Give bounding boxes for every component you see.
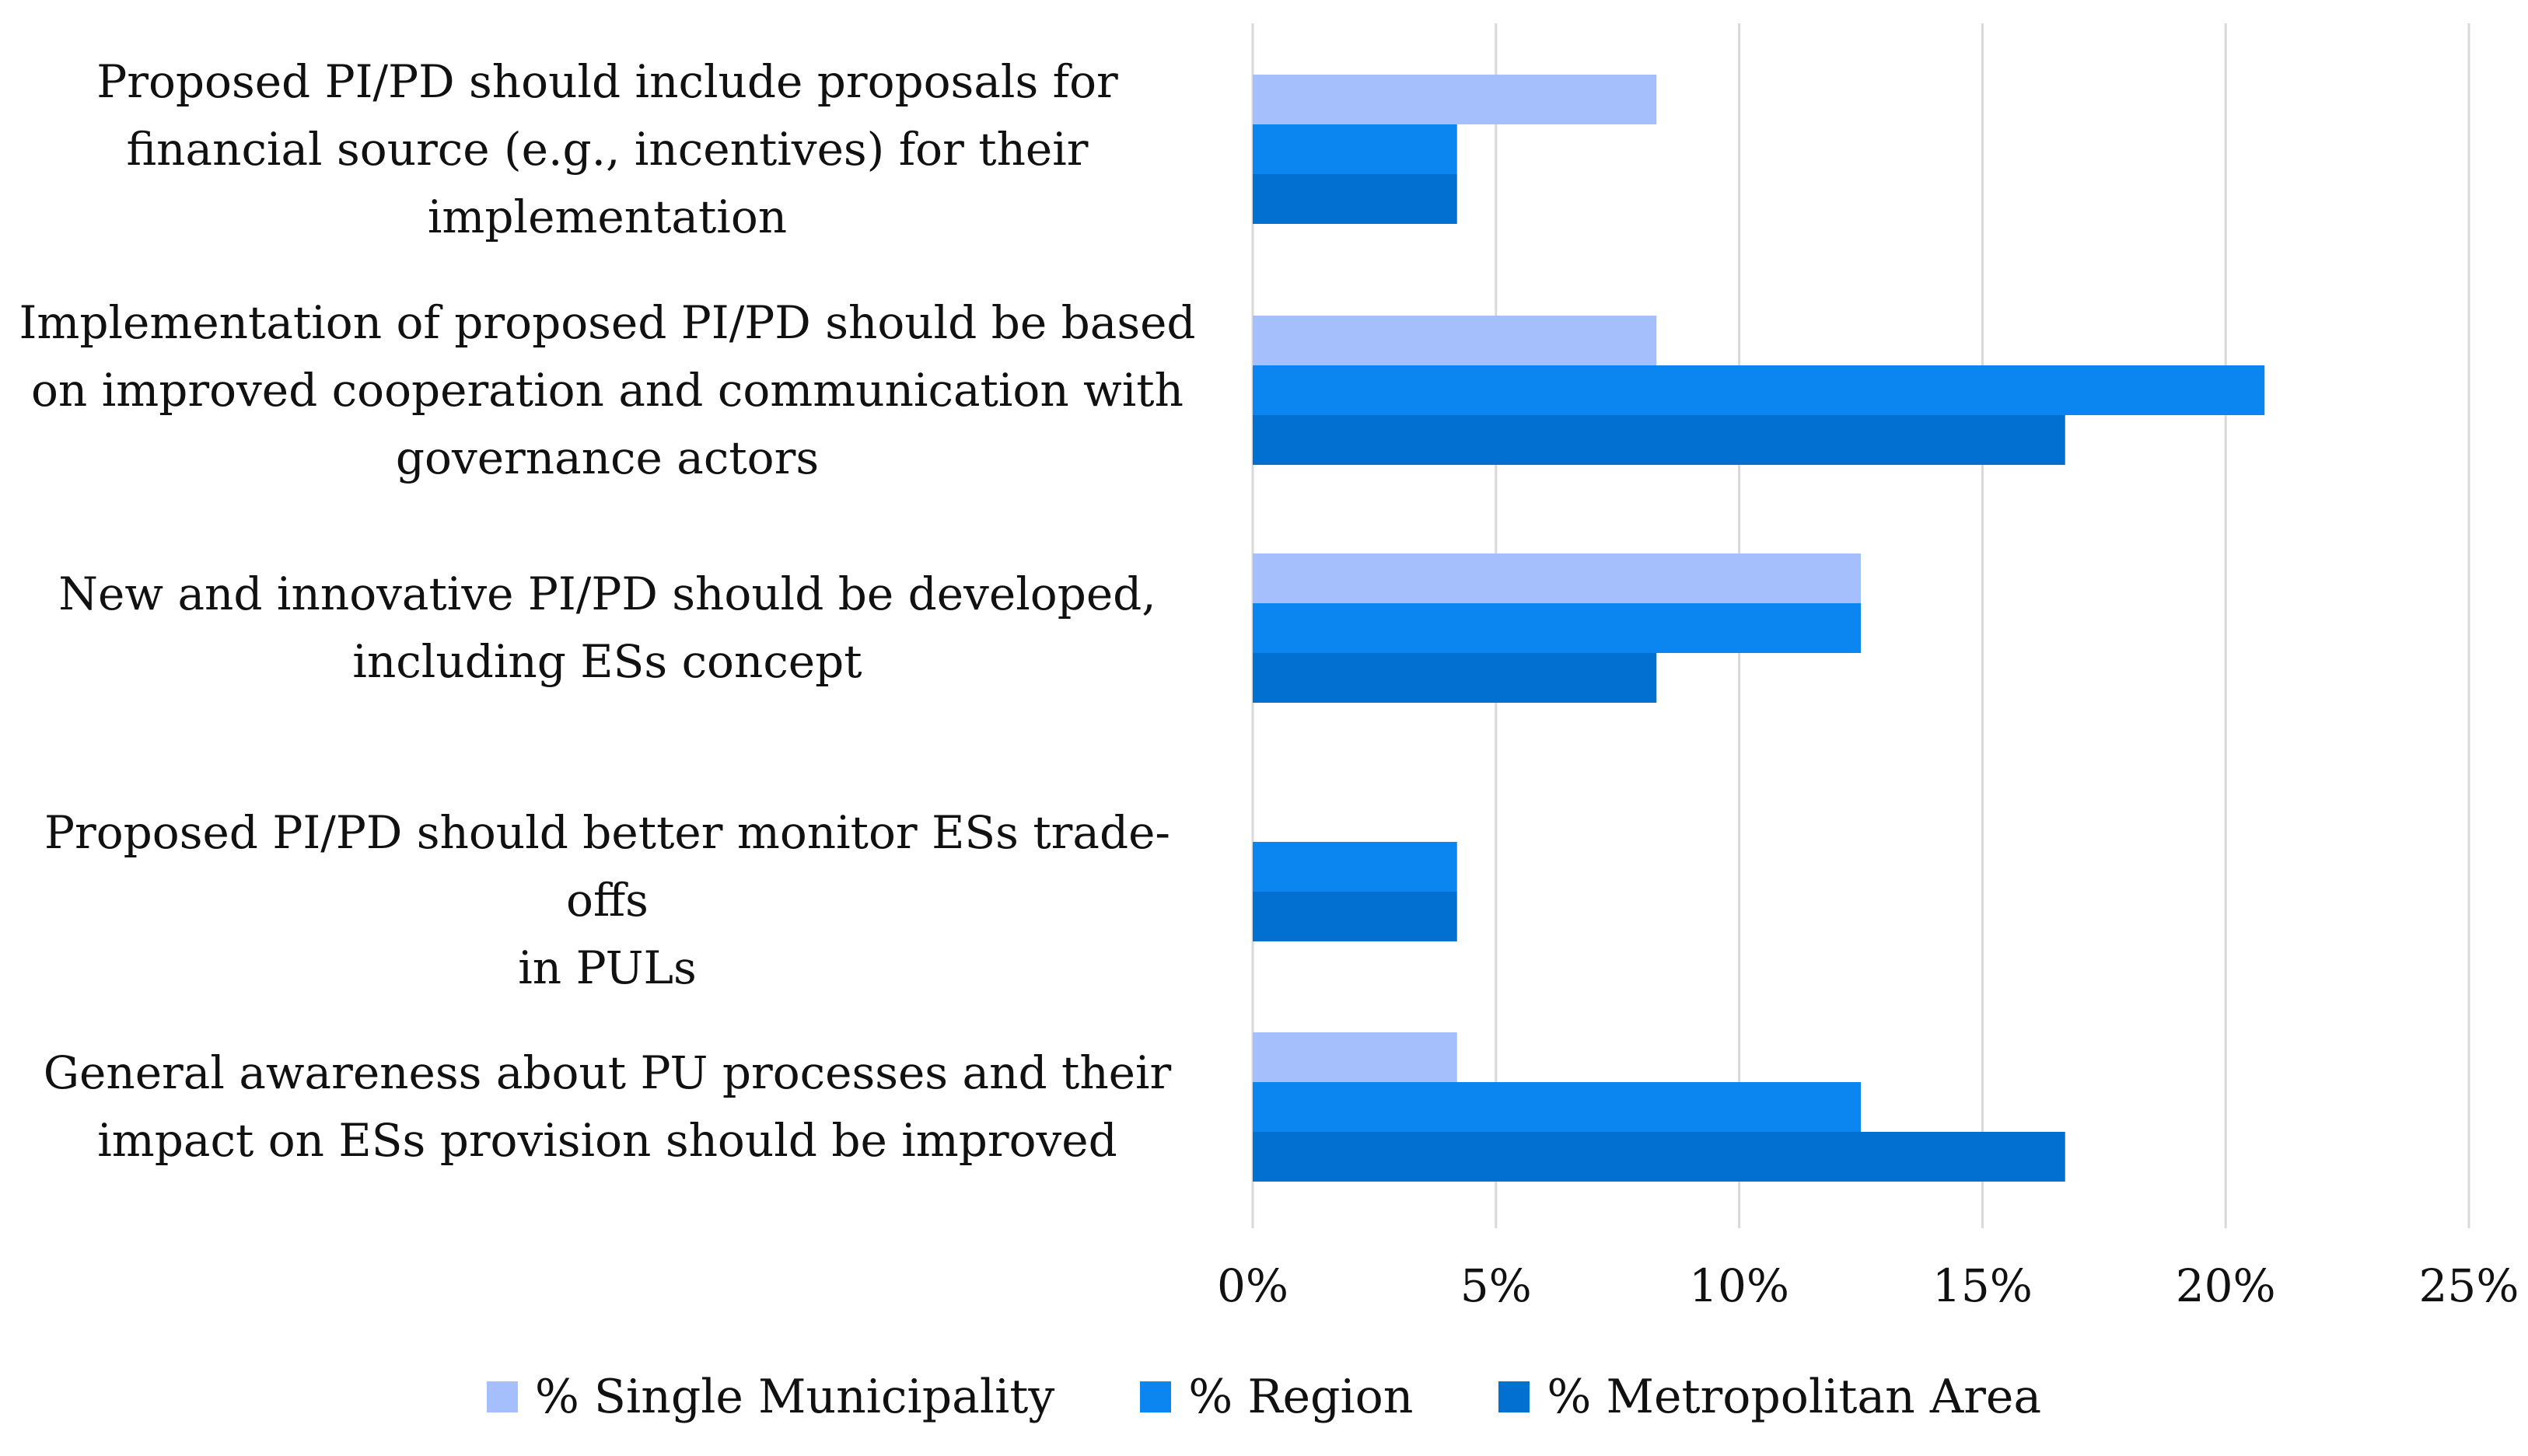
category-label-line: on improved cooperation and communicatio… bbox=[31, 363, 1184, 417]
x-tick-label-0: 0% bbox=[1216, 1259, 1288, 1312]
bar-4-series-3 bbox=[1253, 892, 1457, 941]
legend-label: % Single Municipality bbox=[534, 1370, 1055, 1424]
category-label-line: Proposed PI/PD should better monitor ESs… bbox=[44, 806, 1171, 927]
legend-item-1: % Single Municipality bbox=[486, 1370, 1055, 1424]
category-label-line: in PULs bbox=[518, 941, 697, 994]
bar-2-series-2 bbox=[1253, 365, 2265, 415]
category-label-line: including ESs concept bbox=[352, 635, 862, 688]
legend-label: % Region bbox=[1188, 1370, 1414, 1424]
x-tick-label-10: 10% bbox=[1689, 1259, 1790, 1312]
category-label-line: impact on ESs provision should be improv… bbox=[97, 1114, 1117, 1167]
category-label-line: Implementation of proposed PI/PD should … bbox=[19, 295, 1196, 349]
bar-1-series-2 bbox=[1253, 124, 1457, 174]
category-label-line: implementation bbox=[427, 190, 788, 243]
category-label-line: governance actors bbox=[395, 431, 820, 484]
legend-label: % Metropolitan Area bbox=[1547, 1370, 2042, 1424]
x-tick-label-20: 20% bbox=[2175, 1259, 2276, 1312]
bar-3-series-3 bbox=[1253, 653, 1657, 703]
category-label-3: New and innovative PI/PD should be devel… bbox=[16, 560, 1198, 696]
bar-5-series-2 bbox=[1253, 1082, 1861, 1132]
category-label-1: Proposed PI/PD should include proposals … bbox=[16, 48, 1198, 251]
legend-swatch bbox=[486, 1381, 518, 1412]
bar-3-series-2 bbox=[1253, 603, 1861, 653]
bar-3-series-1 bbox=[1253, 553, 1861, 603]
category-label-line: New and innovative PI/PD should be devel… bbox=[58, 567, 1156, 620]
category-label-2: Implementation of proposed PI/PD should … bbox=[16, 289, 1198, 492]
bar-2-series-1 bbox=[1253, 316, 1657, 365]
category-label-line: financial source (e.g., incentives) for … bbox=[126, 122, 1089, 176]
legend-swatch bbox=[1140, 1381, 1172, 1412]
legend-swatch bbox=[1498, 1381, 1530, 1412]
legend-item-2: % Region bbox=[1140, 1370, 1413, 1424]
x-tick-label-5: 5% bbox=[1460, 1259, 1532, 1312]
bar-2-series-3 bbox=[1253, 415, 2065, 465]
bar-1-series-3 bbox=[1253, 174, 1457, 224]
legend: % Single Municipality % Region % Metropoli… bbox=[0, 1370, 2528, 1424]
bar-1-series-1 bbox=[1253, 75, 1657, 124]
x-tick-label-25: 25% bbox=[2418, 1259, 2519, 1312]
legend-item-3: % Metropolitan Area bbox=[1498, 1370, 2041, 1424]
category-label-5: General awareness about PU processes and… bbox=[16, 1039, 1198, 1175]
bar-4-series-2 bbox=[1253, 842, 1457, 892]
bar-5-series-3 bbox=[1253, 1132, 2065, 1182]
category-label-4: Proposed PI/PD should better monitor ESs… bbox=[16, 799, 1198, 1002]
category-label-line: General awareness about PU processes and… bbox=[43, 1046, 1172, 1099]
x-tick-label-15: 15% bbox=[1932, 1259, 2033, 1312]
category-label-line: Proposed PI/PD should include proposals … bbox=[96, 54, 1118, 108]
bar-5-series-1 bbox=[1253, 1032, 1457, 1082]
